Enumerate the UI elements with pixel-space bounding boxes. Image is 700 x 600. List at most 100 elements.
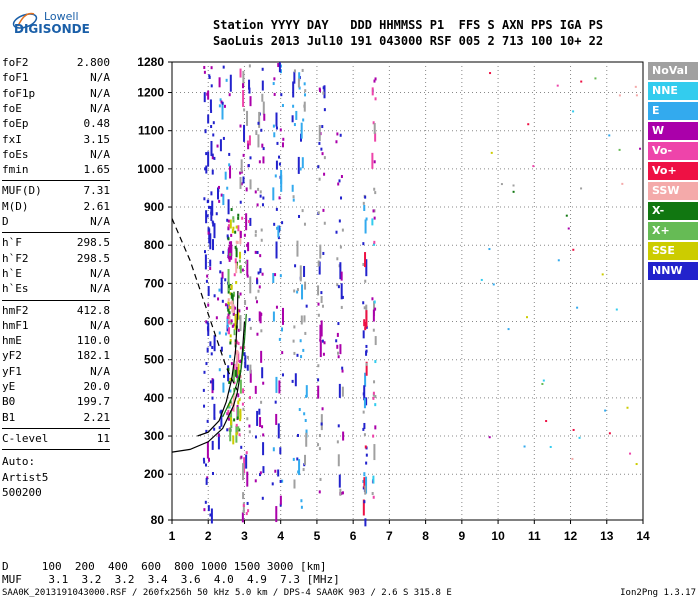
echo-mark [296, 290, 299, 294]
echo-mark [205, 477, 208, 485]
echo-mark [237, 225, 240, 232]
sparse-echo-mark [490, 151, 493, 154]
echo-mark [246, 364, 249, 371]
echo-mark [249, 217, 252, 226]
echo-mark [228, 428, 231, 432]
echo-mark [218, 288, 221, 292]
sparse-echo-mark [525, 316, 528, 319]
param-name: fxI [2, 132, 22, 146]
echo-mark [274, 174, 277, 178]
echo-mark [302, 118, 305, 122]
echo-mark [246, 259, 249, 276]
echo-mark [239, 346, 242, 350]
y-tick-label: 200 [144, 467, 164, 481]
param-row: h`F 298.5 [2, 236, 110, 252]
echo-mark [320, 414, 323, 431]
echo-mark [218, 104, 221, 108]
echo-mark [300, 505, 303, 509]
echo-mark [280, 174, 283, 192]
echo-mark [249, 96, 252, 107]
echo-mark [373, 122, 376, 134]
sparse-echo-mark [572, 110, 575, 113]
echo-mark [242, 502, 245, 514]
echo-mark [247, 164, 250, 168]
echo-mark [363, 398, 366, 409]
param-value: 110.0 [76, 334, 110, 348]
echo-mark [294, 373, 297, 387]
echo-mark [206, 200, 209, 204]
echo-mark [229, 292, 232, 296]
param-name: C-level [2, 431, 49, 445]
echo-mark [318, 87, 321, 91]
echo-mark [341, 228, 344, 232]
echo-mark [322, 352, 325, 356]
echo-mark [236, 341, 239, 345]
echo-mark [305, 304, 308, 308]
echo-mark [341, 491, 344, 495]
param-row: foE N/A [2, 102, 110, 118]
echo-mark [322, 251, 325, 255]
param-name: fmin [2, 163, 29, 177]
echo-mark [203, 404, 206, 408]
echo-mark [229, 74, 232, 92]
echo-mark [303, 82, 306, 86]
echo-mark [203, 70, 206, 74]
echo-mark [208, 75, 211, 79]
param-value: N/A [90, 282, 110, 296]
echo-mark [239, 359, 242, 363]
echo-mark [231, 324, 234, 328]
echo-mark [204, 250, 207, 254]
echo-mark [227, 417, 230, 421]
echo-mark [242, 503, 245, 507]
muf-table-muf-row: MUF 3.1 3.2 3.2 3.4 3.6 4.0 4.9 7.3 [MHz… [2, 573, 340, 586]
param-name: MUF(D) [2, 184, 42, 198]
echo-mark [297, 78, 300, 88]
muf-table-distance-row: D 100 200 400 600 800 1000 1500 3000 [km… [2, 560, 327, 573]
param-value: N/A [90, 86, 110, 100]
echo-mark [365, 325, 368, 329]
echo-mark [237, 213, 240, 217]
echo-mark [365, 310, 368, 328]
echo-mark [318, 141, 321, 145]
echo-mark [204, 500, 207, 504]
echo-mark [203, 197, 206, 201]
echo-mark [317, 302, 320, 306]
param-row: h`E N/A [2, 267, 110, 283]
echo-mark [235, 361, 238, 379]
echo-mark [204, 254, 207, 270]
echo-mark [206, 441, 209, 459]
param-value: N/A [90, 266, 110, 280]
echo-mark [372, 209, 375, 213]
echo-mark [340, 491, 343, 495]
echo-mark [227, 237, 230, 241]
echo-mark [241, 268, 244, 272]
param-name: foF1 [2, 71, 29, 85]
echo-mark [217, 189, 220, 193]
echo-mark [235, 432, 238, 436]
echo-mark [261, 80, 264, 91]
echo-mark [247, 509, 250, 513]
y-tick-label: 1000 [137, 162, 164, 176]
echo-mark [227, 308, 230, 312]
echo-mark [235, 225, 238, 229]
echo-mark [230, 362, 233, 366]
echo-mark [261, 425, 264, 429]
echo-mark [323, 85, 326, 99]
echo-mark [259, 416, 262, 427]
echo-mark [273, 132, 276, 138]
echo-mark [281, 479, 284, 483]
echo-mark [317, 260, 320, 267]
echo-mark [239, 375, 242, 379]
echo-mark [301, 284, 304, 300]
echo-mark [365, 361, 368, 376]
param-name: hmF2 [2, 303, 29, 317]
echo-mark [364, 252, 367, 268]
echo-mark [203, 370, 206, 374]
sparse-echo-mark [572, 428, 575, 431]
echo-mark [207, 205, 210, 209]
echo-mark [239, 315, 242, 332]
header-line2: SaoLuis 2013 Jul10 191 043000 RSF 005 2 … [213, 34, 604, 48]
sparse-echo-mark [489, 72, 492, 75]
echo-mark [236, 349, 239, 367]
x-tick-label: 10 [491, 529, 505, 543]
